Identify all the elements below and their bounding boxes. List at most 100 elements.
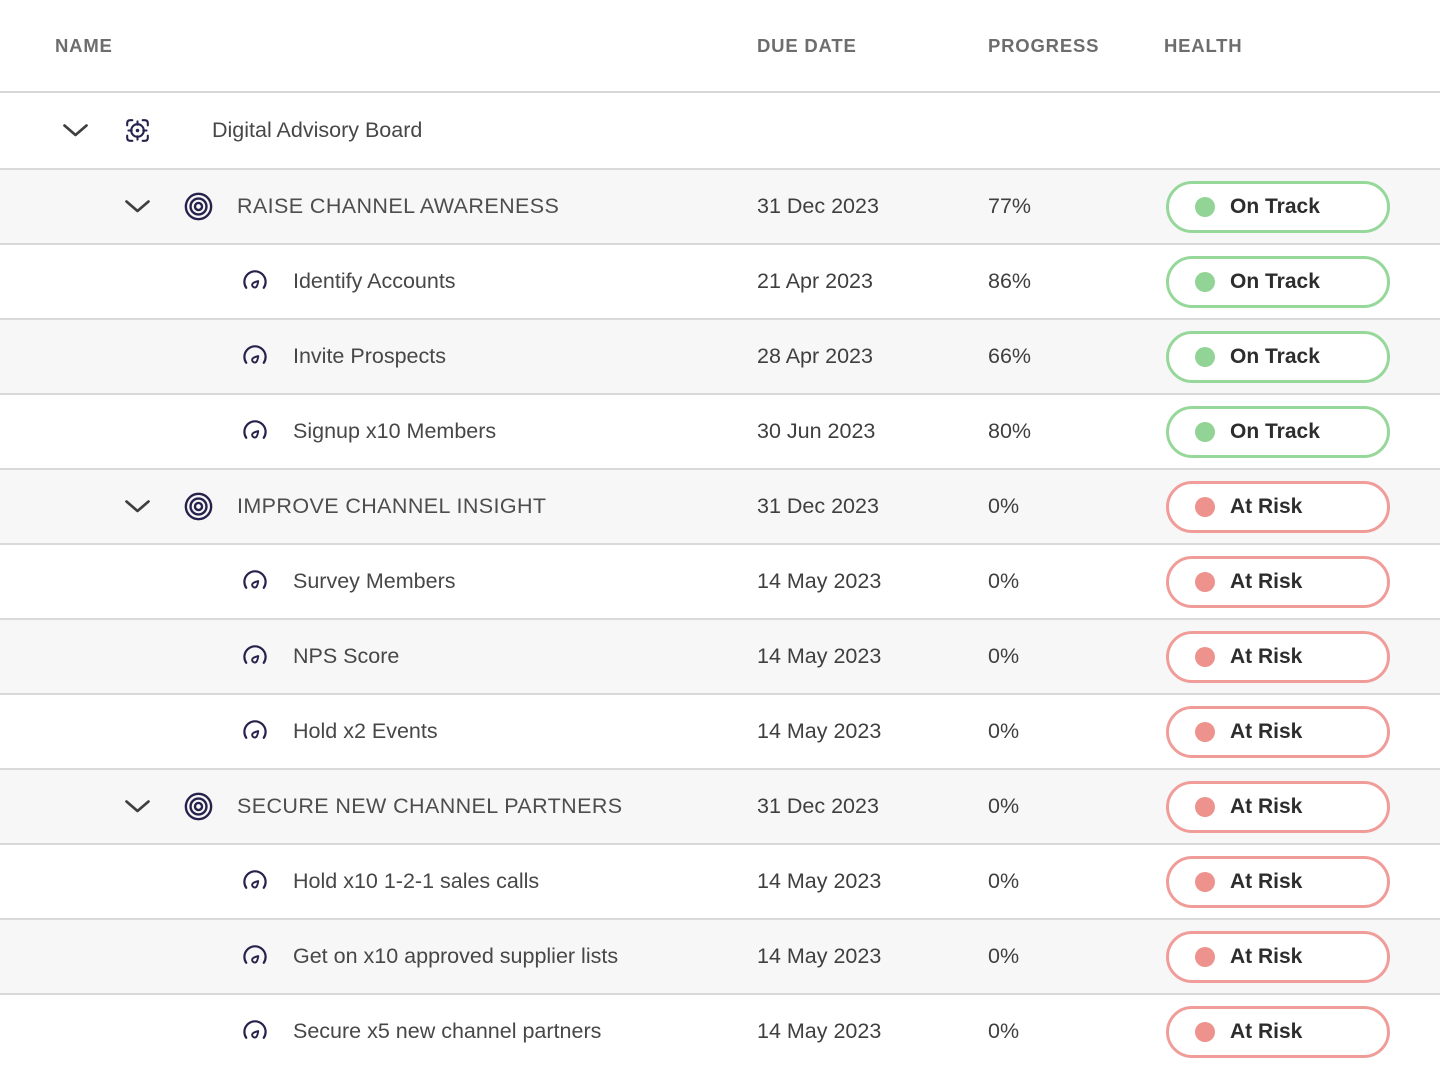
health-cell: On Track <box>1164 330 1440 383</box>
status-dot-icon <box>1195 196 1215 217</box>
progress-value: 0% <box>988 944 1020 968</box>
row-name-label: SECURE NEW CHANNEL PARTNERS <box>237 794 623 818</box>
health-label: At Risk <box>1230 569 1303 593</box>
table-row[interactable]: Identify Accounts 21 Apr 2023 86% On Track <box>0 243 1440 318</box>
due-date-value: 14 May 2023 <box>757 644 882 668</box>
table-row[interactable]: NPS Score 14 May 2023 0% At Risk <box>0 618 1440 693</box>
chevron-down-icon <box>125 500 150 513</box>
column-header-due-date: DUE DATE <box>757 34 857 56</box>
table-row[interactable]: Hold x2 Events 14 May 2023 0% At Risk <box>0 693 1440 768</box>
health-cell: At Risk <box>1164 480 1440 533</box>
table-body: Digital Advisory Board RAISE CHANNEL AWA… <box>0 93 1440 1068</box>
due-date-value: 31 Dec 2023 <box>757 794 879 818</box>
progress-value: 0% <box>988 569 1020 593</box>
health-badge[interactable]: At Risk <box>1166 630 1390 683</box>
health-badge[interactable]: At Risk <box>1166 705 1390 758</box>
health-badge[interactable]: At Risk <box>1166 780 1390 833</box>
progress-value: 0% <box>988 1019 1020 1043</box>
status-dot-icon <box>1195 721 1215 742</box>
health-cell: At Risk <box>1164 630 1440 683</box>
expand-toggle-button[interactable] <box>62 123 89 138</box>
row-name-label: Digital Advisory Board <box>212 118 423 142</box>
row-name-label: Survey Members <box>293 569 456 593</box>
health-badge[interactable]: At Risk <box>1166 480 1390 533</box>
gauge-icon <box>243 269 267 289</box>
table-row[interactable]: Digital Advisory Board <box>0 93 1440 168</box>
health-label: On Track <box>1230 269 1320 293</box>
name-cell: Get on x10 approved supplier lists <box>0 942 757 972</box>
name-cell: RAISE CHANNEL AWARENESS <box>0 192 757 221</box>
bullseye-icon-wrap <box>184 492 213 521</box>
table-row[interactable]: Get on x10 approved supplier lists 14 May… <box>0 918 1440 993</box>
due-date-value: 30 Jun 2023 <box>757 419 876 443</box>
bullseye-icon-wrap <box>184 192 213 221</box>
health-badge[interactable]: On Track <box>1166 330 1390 383</box>
table-row[interactable]: Hold x10 1-2-1 sales calls 14 May 2023 0% A… <box>0 843 1440 918</box>
progress-value: 0% <box>988 719 1020 743</box>
health-label: On Track <box>1230 344 1320 368</box>
table-header-row: NAME DUE DATE PROGRESS HEALTH <box>0 0 1440 93</box>
gauge-icon <box>243 344 267 364</box>
status-dot-icon <box>1195 421 1215 442</box>
health-badge[interactable]: On Track <box>1166 255 1390 308</box>
status-dot-icon <box>1195 271 1215 292</box>
focus-target-icon <box>126 119 149 142</box>
row-name-label: Hold x2 Events <box>293 719 438 743</box>
row-name-label: Secure x5 new channel partners <box>293 1019 602 1043</box>
name-cell: Survey Members <box>0 567 757 597</box>
progress-value: 77% <box>988 194 1032 218</box>
table-row[interactable]: Invite Prospects 28 Apr 2023 66% On Track <box>0 318 1440 393</box>
table-row[interactable]: RAISE CHANNEL AWARENESS 31 Dec 2023 77% On … <box>0 168 1440 243</box>
gauge-icon-wrap <box>240 342 270 372</box>
name-cell: Signup x10 Members <box>0 417 757 447</box>
health-badge[interactable]: On Track <box>1166 405 1390 458</box>
health-badge[interactable]: At Risk <box>1166 1005 1390 1058</box>
health-label: At Risk <box>1230 869 1303 893</box>
due-date-value: 31 Dec 2023 <box>757 194 879 218</box>
health-cell: At Risk <box>1164 1005 1440 1058</box>
status-dot-icon <box>1195 946 1215 967</box>
status-dot-icon <box>1195 796 1215 817</box>
name-cell: NPS Score <box>0 642 757 672</box>
table-row[interactable]: SECURE NEW CHANNEL PARTNERS 31 Dec 2023 0%… <box>0 768 1440 843</box>
row-name-label: Invite Prospects <box>293 344 446 368</box>
gauge-icon-wrap <box>240 717 270 747</box>
bullseye-icon <box>184 192 213 221</box>
name-cell: Identify Accounts <box>0 267 757 297</box>
expand-toggle-button[interactable] <box>124 799 151 814</box>
row-name-label: Signup x10 Members <box>293 419 497 443</box>
row-name-label: IMPROVE CHANNEL INSIGHT <box>237 494 547 518</box>
name-cell: Invite Prospects <box>0 342 757 372</box>
health-badge[interactable]: At Risk <box>1166 930 1390 983</box>
status-dot-icon <box>1195 496 1215 517</box>
expand-toggle-button[interactable] <box>124 199 151 214</box>
health-badge[interactable]: At Risk <box>1166 855 1390 908</box>
gauge-icon-wrap <box>240 642 270 672</box>
focus-target-icon-wrap <box>121 114 154 147</box>
health-label: At Risk <box>1230 794 1303 818</box>
table-row[interactable]: Secure x5 new channel partners 14 May 202… <box>0 993 1440 1068</box>
status-dot-icon <box>1195 346 1215 367</box>
gauge-icon <box>243 1019 267 1039</box>
row-name-label: RAISE CHANNEL AWARENESS <box>237 194 560 218</box>
progress-value: 66% <box>988 344 1032 368</box>
row-name-label: Hold x10 1-2-1 sales calls <box>293 869 540 893</box>
table-row[interactable]: Signup x10 Members 30 Jun 2023 80% On Track <box>0 393 1440 468</box>
due-date-value: 14 May 2023 <box>757 1019 882 1043</box>
expand-toggle-button[interactable] <box>124 499 151 514</box>
status-dot-icon <box>1195 871 1215 892</box>
health-cell: At Risk <box>1164 555 1440 608</box>
table-row[interactable]: IMPROVE CHANNEL INSIGHT 31 Dec 2023 0% At R… <box>0 468 1440 543</box>
bullseye-icon <box>184 492 213 521</box>
health-label: At Risk <box>1230 944 1303 968</box>
health-cell: On Track <box>1164 255 1440 308</box>
health-cell: At Risk <box>1164 705 1440 758</box>
bullseye-icon <box>184 792 213 821</box>
name-cell: Hold x2 Events <box>0 717 757 747</box>
gauge-icon <box>243 644 267 664</box>
table-row[interactable]: Survey Members 14 May 2023 0% At Risk <box>0 543 1440 618</box>
row-name-label: Identify Accounts <box>293 269 456 293</box>
health-badge[interactable]: At Risk <box>1166 555 1390 608</box>
health-badge[interactable]: On Track <box>1166 180 1390 233</box>
